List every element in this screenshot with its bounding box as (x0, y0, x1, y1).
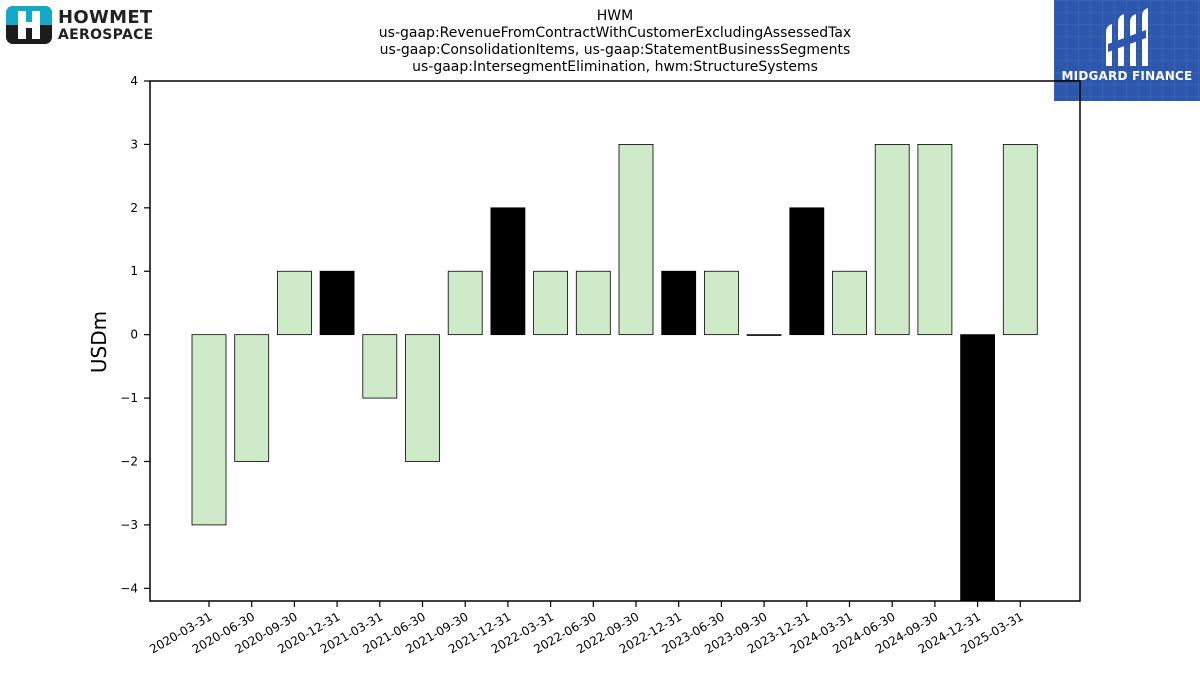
bar-2023-06-30 (704, 270, 739, 336)
y-tick-label: 0 (130, 328, 138, 342)
bar-2024-03-31 (832, 270, 867, 336)
plot-frame (149, 80, 1081, 602)
bar-2021-12-31 (490, 207, 526, 336)
bar-2020-03-31 (191, 334, 227, 526)
y-tick-label: 3 (130, 137, 138, 151)
bar-2023-12-31 (789, 207, 825, 336)
bar-2023-09-30 (746, 334, 782, 336)
howmet-logo-mark-icon (6, 6, 52, 44)
bar-2020-12-31 (319, 270, 355, 336)
bar-2021-03-31 (362, 334, 398, 399)
chart-title-line-4: us-gaap:IntersegmentElimination, hwm:Str… (412, 59, 818, 75)
brand-badge-label: MIDGARD FINANCE (1061, 69, 1193, 83)
chart-title: HWMus-gaap:RevenueFromContractWithCustom… (379, 8, 851, 75)
chart-title-line-2: us-gaap:RevenueFromContractWithCustomerE… (379, 25, 851, 41)
bar-2025-03-31 (1002, 144, 1038, 336)
howmet-aerospace-logo: HOWMET AEROSPACE (6, 6, 166, 46)
y-tick-label: −2 (120, 454, 138, 468)
y-tick-label: 2 (130, 201, 138, 215)
bar-2020-06-30 (234, 334, 270, 462)
midgard-finance-badge: MIDGARD FINANCE (1054, 0, 1200, 101)
bar-2022-09-30 (618, 144, 654, 336)
bar-2022-12-31 (661, 270, 697, 336)
bar-series (191, 144, 1038, 602)
bar-2024-09-30 (917, 144, 953, 336)
y-axis-label: USDm (87, 311, 111, 373)
chart-title-line-3: us-gaap:ConsolidationItems, us-gaap:Stat… (380, 42, 851, 58)
bar-2022-06-30 (575, 270, 611, 336)
bar-2021-06-30 (405, 334, 440, 462)
y-axis: 4 3 2 1 0 −1 −2 −3 −4 (120, 74, 150, 595)
bar-2024-06-30 (874, 144, 910, 336)
x-axis: 2020-03-312020-06-302020-09-302020-12-31… (147, 601, 1026, 656)
logo-line-1: HOWMET (58, 7, 153, 28)
y-tick-label: 1 (130, 264, 138, 278)
y-tick-label: 4 (130, 74, 138, 88)
bar-2022-03-31 (533, 270, 568, 336)
bar-2024-12-31 (960, 334, 995, 602)
midgard-logo-icon (1106, 8, 1148, 66)
y-tick-label: −4 (120, 581, 138, 595)
chart-title-line-1: HWM (597, 8, 633, 24)
y-tick-label: −3 (120, 518, 138, 532)
bar-2020-09-30 (276, 270, 312, 336)
y-tick-label: −1 (120, 391, 138, 405)
logo-line-2: AEROSPACE (58, 27, 154, 43)
bar-2021-09-30 (447, 270, 483, 336)
